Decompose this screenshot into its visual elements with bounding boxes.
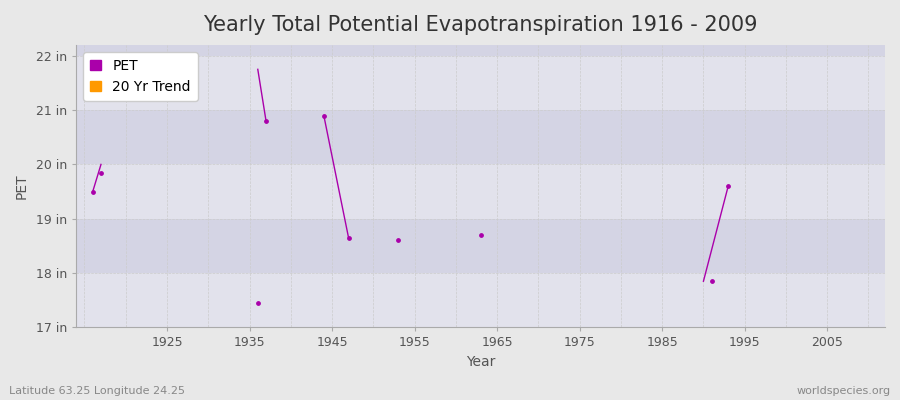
X-axis label: Year: Year [466, 355, 495, 369]
Bar [76, 219, 885, 273]
Text: Latitude 63.25 Longitude 24.25: Latitude 63.25 Longitude 24.25 [9, 386, 185, 396]
Point [341, 234, 356, 241]
Point [391, 237, 405, 244]
Point [705, 278, 719, 284]
Point [94, 169, 108, 176]
Point [317, 112, 331, 119]
Legend: PET, 20 Yr Trend: PET, 20 Yr Trend [83, 52, 198, 101]
Y-axis label: PET: PET [15, 173, 29, 199]
Point [473, 232, 488, 238]
Text: worldspecies.org: worldspecies.org [796, 386, 891, 396]
Bar [76, 28, 885, 56]
Title: Yearly Total Potential Evapotranspiration 1916 - 2009: Yearly Total Potential Evapotranspiratio… [203, 15, 758, 35]
Point [259, 118, 274, 124]
Point [250, 300, 265, 306]
Bar [76, 110, 885, 164]
Point [721, 183, 735, 189]
Point [86, 188, 100, 195]
Bar [76, 56, 885, 110]
Bar [76, 273, 885, 328]
Bar [76, 164, 885, 219]
